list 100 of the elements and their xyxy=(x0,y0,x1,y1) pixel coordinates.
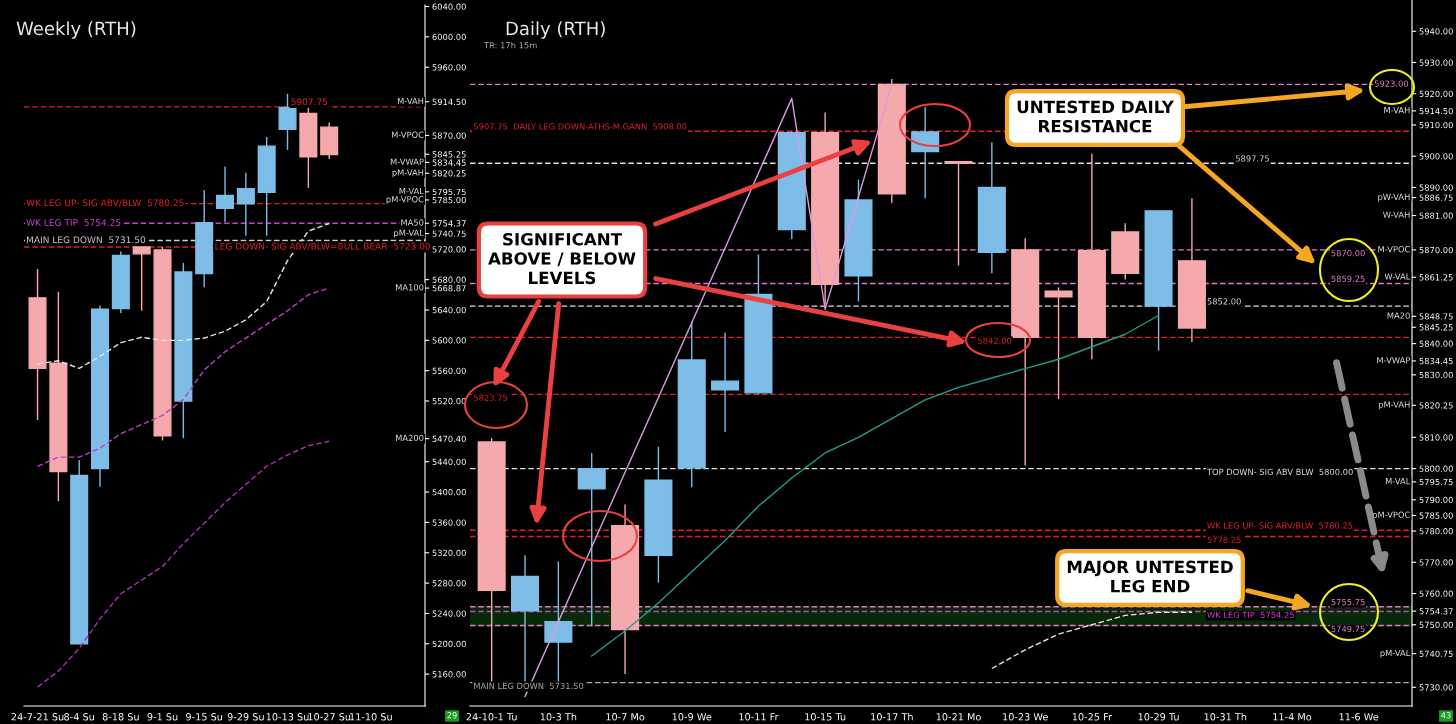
text: Daily (RTH) xyxy=(506,21,605,39)
annotation: M-VAH xyxy=(1384,107,1410,114)
x-tick-label: 10-31 Th xyxy=(1204,712,1247,721)
text: TR: 17h 15m xyxy=(483,41,537,49)
text: 29 xyxy=(447,712,457,719)
x-tick-label: 10-27 Su xyxy=(308,713,351,721)
y-tick-label: 5754.37 xyxy=(432,220,466,227)
ref-line-label: 5823.75 xyxy=(473,394,508,401)
y-tick-label: 5886.75 xyxy=(1419,194,1453,201)
ref-line-label: WK LEG UP- SIG ABV/BLW 5780.25 xyxy=(1207,522,1353,530)
y-tick-label: 5930.00 xyxy=(1419,59,1453,66)
y-tick-label: 5240.00 xyxy=(432,610,466,617)
y-tick-label: 5668.87 xyxy=(432,285,466,292)
ref-line-label: 5852.00 xyxy=(1207,298,1241,305)
ref-line-label: MAIN LEG DOWN 5731.50 xyxy=(474,682,584,690)
y-tick-label: 5845.25 xyxy=(432,151,466,158)
annotation: pM-VAH xyxy=(1378,401,1410,410)
x-tick-label: 10-17 Th xyxy=(871,712,913,721)
y-tick-label: 5320.00 xyxy=(432,549,466,557)
y-tick-label: 5830.00 xyxy=(1419,371,1453,379)
y-tick-label: 5910.00 xyxy=(1419,121,1453,129)
annotation: pM-VPOC xyxy=(386,196,424,205)
x-tick-label: 9-15 Su xyxy=(186,713,223,721)
y-tick-label: 5440.00 xyxy=(432,458,466,465)
y-tick-label: 5680.00 xyxy=(432,276,466,283)
x-tick-label: 10-23 We xyxy=(1003,713,1048,721)
y-tick-label: 5760.00 xyxy=(1419,590,1453,597)
y-tick-label: 5770.00 xyxy=(1419,559,1453,566)
annotation: MA50 xyxy=(401,219,424,226)
text: Weekly (RTH) xyxy=(16,21,136,39)
ref-line-label: 5907.75 xyxy=(291,98,328,106)
annotation: pM-VPOC xyxy=(1372,511,1410,520)
x-tick-label: 9-1 Su xyxy=(147,713,178,721)
ref-line-label: 5907.75 DAILY LEG DOWN-ATHS-M.GANN 5908.00 xyxy=(473,123,687,130)
x-tick-label: 24-10-1 Tu xyxy=(466,713,517,721)
y-tick-label: 5848.75 xyxy=(1419,313,1453,320)
annotation: M-VPOC xyxy=(1378,246,1410,253)
y-tick-label: 5940.00 xyxy=(1419,28,1453,35)
x-tick-label: 10-25 Fr xyxy=(1072,713,1112,721)
annotation: W-VAL xyxy=(1384,273,1411,280)
y-tick-label: 5834.45 xyxy=(432,159,466,166)
y-tick-label: 5920.00 xyxy=(1419,90,1453,97)
annotation: M-VAL xyxy=(1385,478,1411,485)
y-tick-label: 5600.00 xyxy=(432,337,466,344)
y-tick-label: 5790.00 xyxy=(1419,496,1453,504)
annotation: M-VWAP xyxy=(390,158,424,165)
annotation: M-VAH xyxy=(397,97,424,105)
y-tick-label: 5820.25 xyxy=(432,170,466,177)
y-tick-label: 5740.75 xyxy=(1419,650,1453,657)
y-tick-label: 5820.25 xyxy=(1419,402,1453,409)
x-tick-label: 9-29 Su xyxy=(227,713,264,721)
ref-line-label: 5842.00 xyxy=(978,337,1012,344)
y-tick-label: 5914.50 xyxy=(432,98,466,106)
x-tick-label: 10-15 Tu xyxy=(805,713,846,721)
x-tick-label: 11-10 Su xyxy=(350,713,392,721)
x-tick-label: 10-11 Fr xyxy=(739,713,779,721)
x-tick-label: 11-4 Mo xyxy=(1273,713,1312,721)
ref-line-label: WK LEG TIP 5754.25 xyxy=(26,219,121,226)
annotation: MA20 xyxy=(1387,312,1410,319)
annotation: M-VAL xyxy=(399,188,424,195)
annotation: pW-VAH xyxy=(1378,193,1410,202)
y-tick-label: 5861.25 xyxy=(1419,274,1453,281)
annotation: pM-VAL xyxy=(394,229,424,238)
y-tick-label: 5640.00 xyxy=(432,306,466,314)
y-tick-label: 5785.00 xyxy=(432,196,466,204)
ref-line-label: LEG DOWN- SIG ABV/BLW=BULL BEAR 5723.00 xyxy=(215,242,431,251)
y-tick-label: 5870.00 xyxy=(1419,246,1453,254)
ref-line-label: 5870.00 xyxy=(1331,250,1365,257)
y-tick-label: 5740.75 xyxy=(432,230,466,237)
x-tick-label: 10-29 Tu xyxy=(1138,713,1179,721)
x-tick-label: 10-9 We xyxy=(672,713,712,721)
ref-line-label: 5749.75 xyxy=(1331,625,1365,633)
annotation: pM-VAH xyxy=(392,169,424,178)
y-tick-label: 5560.00 xyxy=(432,367,466,374)
ref-line-label: WK LEG UP- SIG ABV/BLW 5780.25 xyxy=(26,199,184,207)
y-tick-label: 5720.00 xyxy=(432,246,466,253)
ref-line-label: 5755.75 xyxy=(1331,599,1365,606)
y-tick-label: 6000.00 xyxy=(432,33,466,41)
y-tick-label: 5780.00 xyxy=(1419,528,1453,535)
annotation: SIGNIFICANT ABOVE / BELOW LEVELS xyxy=(488,232,636,285)
y-tick-label: 5470.40 xyxy=(432,435,466,442)
annotation: MA200 xyxy=(395,434,424,442)
x-tick-label: 10-21 Mo xyxy=(936,713,981,721)
ref-line-label: 5859.25 xyxy=(1331,275,1365,282)
y-tick-label: 5810.00 xyxy=(1419,434,1453,441)
ref-line-label: 5778.25 xyxy=(1207,536,1241,543)
annotation: M-VPOC xyxy=(391,131,424,138)
ref-line-label: 5923.00 xyxy=(1374,80,1409,87)
y-tick-label: 5400.00 xyxy=(432,489,466,496)
y-tick-label: 5840.00 xyxy=(1419,340,1453,347)
y-tick-label: 5881.00 xyxy=(1419,212,1453,219)
annotation: MA100 xyxy=(395,284,424,291)
y-tick-label: 5845.25 xyxy=(1419,324,1453,331)
annotation: UNTESTED DAILY RESISTANCE xyxy=(1017,100,1174,133)
ref-line-label: MAIN LEG DOWN 5731.50 xyxy=(26,236,146,244)
annotation: W-VAH xyxy=(1383,211,1410,218)
x-tick-label: 24-7-21 Su xyxy=(11,713,64,721)
annotation: M-VWAP xyxy=(1377,357,1411,364)
y-tick-label: 5200.00 xyxy=(432,640,466,648)
x-tick-label: 10-3 Th xyxy=(540,712,577,721)
